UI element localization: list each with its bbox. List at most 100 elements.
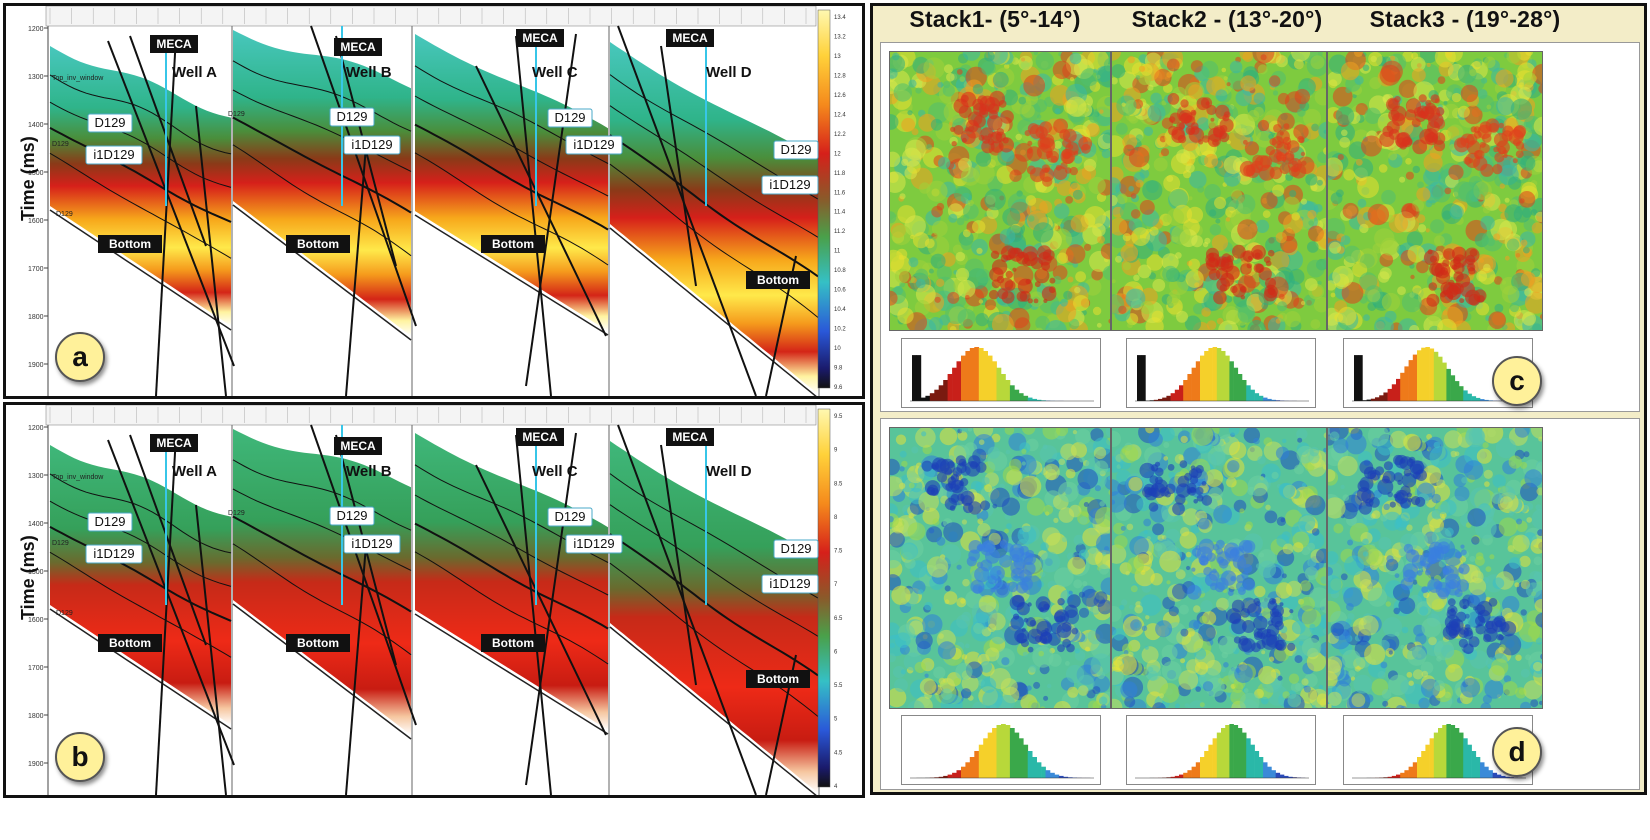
map-texture-blob [1342,494,1350,501]
map-texture-blob [1078,607,1090,618]
histogram-bar [974,347,980,401]
map-cluster-blob [1021,627,1026,632]
histogram-bar [1387,388,1393,401]
map-cluster-blob [974,566,990,583]
map-cluster-blob [1365,498,1374,507]
map-cluster-blob [1069,166,1078,176]
histogram-bar [1412,762,1418,778]
map-texture-blob [1504,197,1510,203]
map-cluster-blob [1499,622,1510,633]
map-texture-blob [924,673,929,678]
histogram-bar [1438,356,1443,401]
colorbar-tick-label: 11.8 [834,171,846,177]
map-texture-blob [1055,428,1069,437]
map-texture-blob [924,602,933,611]
map-cluster-blob [1424,563,1431,570]
map-texture-blob [976,247,983,254]
map-cluster-blob [1404,109,1417,121]
map-texture-blob [1512,534,1530,552]
map-d-stack2 [1111,427,1327,709]
map-texture-blob [1529,276,1542,293]
fault-line [345,544,367,795]
map-cluster-blob [1445,579,1462,596]
map-texture-blob [1340,235,1351,246]
map-texture-blob [1112,177,1122,195]
map-texture-blob [1054,108,1061,115]
horizon-line [232,543,412,656]
map-cluster-blob [1298,137,1305,144]
histogram-bar [1480,399,1485,401]
map-texture-blob [1381,189,1396,205]
map-texture-blob [908,257,919,268]
map-texture-blob [1102,132,1110,144]
d129-label-4-bg [773,539,819,559]
map-cluster-blob [1498,146,1507,155]
map-texture-blob [1309,446,1320,457]
histogram-bar [1204,751,1209,778]
map-texture-blob [1330,622,1344,637]
map-texture-blob [1193,605,1201,613]
horizon-line [232,89,412,172]
colorbar-tick-label: 13.4 [834,15,846,21]
map-texture-blob [1343,587,1363,607]
map-texture-blob [1508,455,1522,469]
map-texture-blob [1178,455,1184,461]
bottom-horizon [609,626,817,795]
map-texture-blob [936,536,946,546]
map-texture-blob [1353,52,1363,57]
map-cluster-blob [987,115,1003,131]
map-cluster-blob [1265,260,1272,267]
map-texture-blob [1498,646,1505,654]
map-cluster-blob [1425,99,1432,107]
map-texture-blob [1489,554,1495,560]
map-texture-blob [1204,184,1221,201]
map-texture-blob [1263,179,1275,191]
map-cluster-blob [1064,604,1078,618]
y-tick-label: 1700 [28,665,44,672]
small-d129-label-2: D129 [52,540,69,547]
map-texture-blob [1498,203,1507,213]
map-texture-blob [1518,86,1532,100]
map-texture-blob [1112,544,1127,564]
y-tick-label: 1400 [28,122,44,129]
fault-line [195,504,227,795]
map-texture-blob [1144,446,1162,465]
map-texture-blob [1112,670,1125,687]
map-texture-blob [960,167,980,186]
histogram-bar [1484,399,1489,401]
map-texture-blob [1001,657,1010,666]
map-texture-blob [1328,575,1342,595]
d129-label-2: D129 [336,508,367,523]
map-cluster-blob [1433,140,1446,152]
map-texture-blob [901,117,916,132]
map-texture-blob [915,87,922,94]
map-texture-blob [1390,55,1396,61]
map-texture-blob [1493,276,1503,285]
map-texture-blob [914,300,931,316]
map-texture-blob [1328,71,1342,87]
map-texture-blob [1043,463,1060,481]
meca-label-1-bg [150,35,198,53]
map-texture-blob [1525,291,1542,314]
histogram-bar [1237,728,1243,778]
map-texture-blob [978,299,984,304]
map-texture-blob [1053,182,1059,187]
map-texture-blob [1112,279,1116,284]
y-tick-label: 1900 [28,761,44,768]
map-cluster-blob [1461,549,1467,556]
map-texture-blob [1147,103,1166,122]
map-texture-blob [1520,155,1536,171]
map-texture-blob [1185,269,1204,288]
map-texture-blob [1444,103,1459,119]
map-cluster-blob [1168,125,1178,136]
map-texture-blob [1406,524,1413,531]
map-texture-blob [1019,475,1042,497]
top-ruler [45,405,817,426]
histogram-bar [943,775,948,778]
map-cluster-blob [1039,137,1056,153]
fault-line [617,25,757,396]
map-texture-blob [1089,546,1097,554]
map-texture-blob [991,630,1006,645]
map-texture-blob [1437,318,1457,330]
map-texture-blob [1128,185,1135,192]
